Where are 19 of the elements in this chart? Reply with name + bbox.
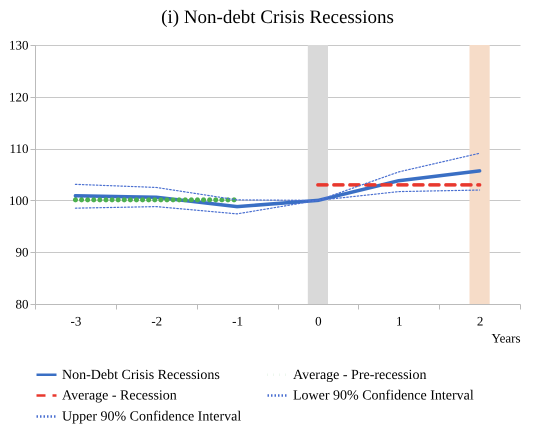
legend-label: Non-Debt Crisis Recessions — [62, 368, 220, 383]
y-tick-label: 90 — [16, 244, 28, 260]
legend-label: Lower 90% Confidence Interval — [293, 388, 474, 404]
x-axis-title: Years — [491, 330, 520, 346]
chart-title: (i) Non-debt Crisis Recessions — [161, 7, 394, 28]
legend-label: Average - Recession — [62, 388, 177, 404]
x-tick-label: -1 — [232, 314, 244, 328]
y-tick-label: 100 — [9, 192, 28, 208]
y-tick-label: 120 — [9, 89, 28, 104]
legend-label: Upper 90% Confidence Interval — [62, 410, 242, 424]
y-tick-label: 130 — [9, 38, 28, 52]
x-tick-label: 2 — [476, 314, 484, 328]
x-tick-label: 0 — [315, 314, 322, 328]
y-tick-label: 80 — [16, 296, 28, 312]
x-tick-label: -3 — [70, 314, 82, 328]
x-tick-label: 1 — [396, 314, 402, 328]
legend-label: Average - Pre-recession — [293, 368, 426, 383]
x-tick-label: -2 — [151, 314, 162, 328]
y-tick-label: 110 — [9, 141, 28, 156]
